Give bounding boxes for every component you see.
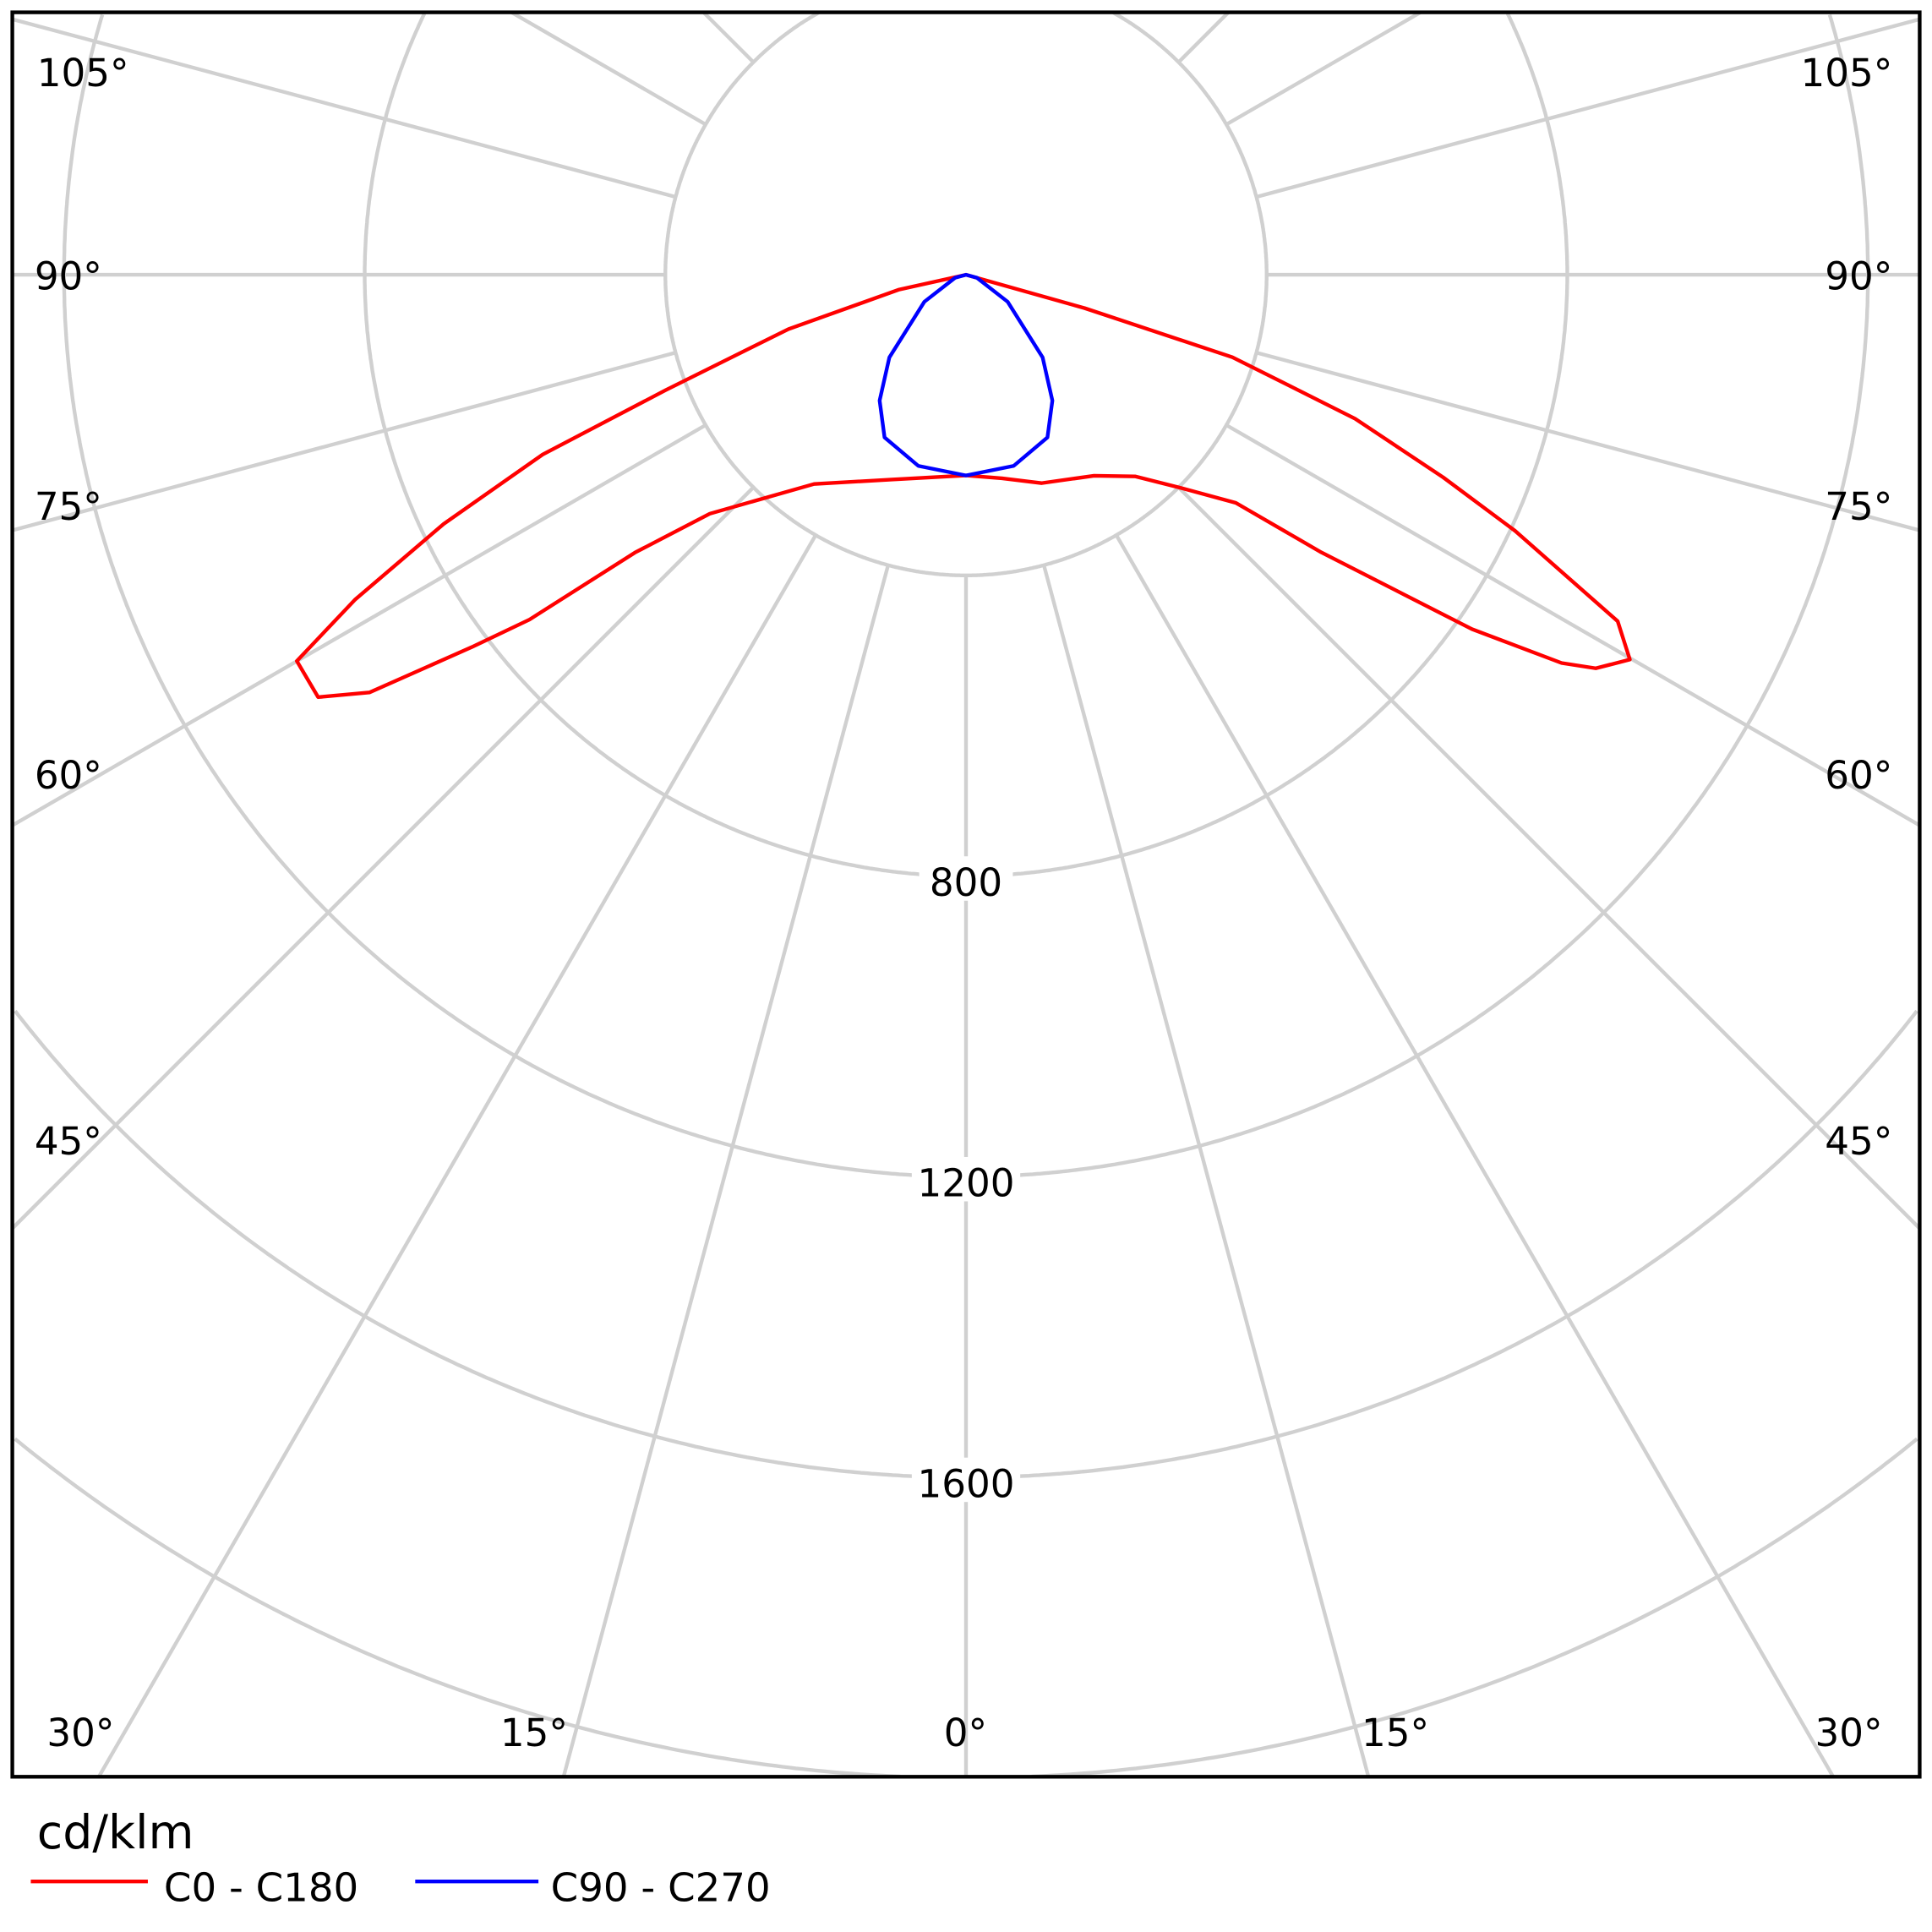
grid-ring-800 bbox=[363, 13, 1569, 878]
series-curve-c90-c270 bbox=[877, 272, 1055, 478]
legend-label-c90-c270: C90 - C270 bbox=[551, 1866, 771, 1912]
angle-label-right-75: 75° bbox=[1825, 484, 1892, 529]
radial-label-1600: 1600 bbox=[918, 1461, 1015, 1506]
legend-label-c0-c180: C0 - C180 bbox=[164, 1866, 358, 1912]
grid-spoke-45-right bbox=[1176, 486, 1920, 1231]
angle-label-left-75: 75° bbox=[35, 484, 102, 529]
radial-value-labels: 800 1200 1600 bbox=[911, 856, 1021, 1506]
grid-ring-2000 bbox=[14, 1437, 1918, 1777]
grid-spoke-105-left bbox=[12, 17, 676, 199]
radial-label-1200: 1200 bbox=[918, 1161, 1015, 1206]
grid-ring-1200 bbox=[62, 14, 1870, 1179]
angle-label-bottom-15-left: 15° bbox=[500, 1711, 568, 1755]
grid-spoke-75-left bbox=[12, 351, 676, 532]
angle-label-right-90: 90° bbox=[1825, 254, 1892, 299]
grid-spoke-30-left bbox=[97, 534, 818, 1777]
angle-label-left-105: 105° bbox=[37, 51, 129, 96]
grid-spoke-120-left bbox=[510, 12, 707, 127]
curves bbox=[295, 272, 1632, 700]
grid-ring-400 bbox=[663, 12, 1269, 578]
angle-label-right-45: 45° bbox=[1825, 1119, 1892, 1164]
plot-frame bbox=[10, 10, 1922, 1779]
axis-labels: 105° 90° 75° 60° 45° 30° 15° 0° 15° 30° … bbox=[35, 51, 1893, 1755]
grid-spoke-120-right bbox=[1225, 12, 1422, 127]
grid-spoke-15-left bbox=[561, 565, 890, 1777]
angle-label-right-60: 60° bbox=[1825, 753, 1892, 798]
grid-spoke-135-right bbox=[1176, 12, 1231, 64]
grid-spoke-105-right bbox=[1256, 17, 1920, 199]
grid-spoke-60-right bbox=[1225, 423, 1920, 827]
angle-label-right-105: 105° bbox=[1801, 51, 1893, 96]
angle-label-left-60: 60° bbox=[35, 753, 102, 798]
angle-label-left-45: 45° bbox=[35, 1119, 102, 1164]
grid-spoke-60-left bbox=[12, 423, 707, 827]
radial-label-800: 800 bbox=[930, 860, 1002, 905]
grid-spoke-15-right bbox=[1042, 565, 1371, 1777]
grid-spoke-135-left bbox=[701, 12, 756, 64]
grid-spoke-30-right bbox=[1114, 534, 1835, 1777]
angle-label-bottom-0: 0° bbox=[944, 1711, 987, 1755]
grid-spoke-75-right bbox=[1256, 351, 1920, 532]
unit-label: cd/klm bbox=[37, 1806, 194, 1860]
legend: cd/klm C0 - C180 C90 - C270 bbox=[30, 1806, 771, 1912]
angle-label-bottom-30-right: 30° bbox=[1815, 1711, 1882, 1755]
angle-label-bottom-30-left: 30° bbox=[46, 1711, 114, 1755]
angle-label-bottom-15-right: 15° bbox=[1362, 1711, 1429, 1755]
grid-spoke-45-left bbox=[12, 486, 756, 1231]
angle-label-left-90: 90° bbox=[35, 254, 102, 299]
series-curve-c0-c180 bbox=[295, 272, 1632, 700]
